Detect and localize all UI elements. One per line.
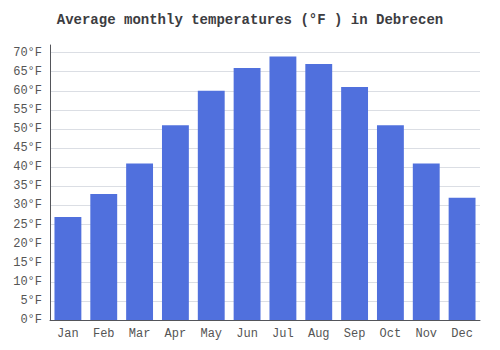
svg-text:40°F: 40°F bbox=[13, 160, 42, 174]
svg-text:0°F: 0°F bbox=[20, 313, 42, 327]
svg-text:Jan: Jan bbox=[57, 327, 79, 341]
svg-text:Apr: Apr bbox=[165, 327, 187, 341]
svg-text:Aug: Aug bbox=[308, 327, 330, 341]
svg-text:25°F: 25°F bbox=[13, 218, 42, 232]
svg-text:15°F: 15°F bbox=[13, 256, 42, 270]
svg-text:5°F: 5°F bbox=[20, 294, 42, 308]
svg-text:Average monthly temperatures (: Average monthly temperatures (°F ) in De… bbox=[57, 12, 443, 28]
svg-text:Feb: Feb bbox=[93, 327, 115, 341]
svg-text:20°F: 20°F bbox=[13, 237, 42, 251]
svg-text:Oct: Oct bbox=[380, 327, 402, 341]
svg-text:35°F: 35°F bbox=[13, 179, 42, 193]
svg-text:30°F: 30°F bbox=[13, 198, 42, 212]
svg-text:Nov: Nov bbox=[415, 327, 437, 341]
svg-text:Dec: Dec bbox=[451, 327, 473, 341]
svg-text:Mar: Mar bbox=[129, 327, 151, 341]
svg-text:45°F: 45°F bbox=[13, 141, 42, 155]
svg-text:May: May bbox=[200, 327, 222, 341]
svg-text:Jul: Jul bbox=[272, 327, 294, 341]
svg-text:55°F: 55°F bbox=[13, 103, 42, 117]
svg-text:50°F: 50°F bbox=[13, 122, 42, 136]
svg-text:70°F: 70°F bbox=[13, 46, 42, 60]
svg-text:65°F: 65°F bbox=[13, 65, 42, 79]
svg-text:60°F: 60°F bbox=[13, 84, 42, 98]
svg-text:10°F: 10°F bbox=[13, 275, 42, 289]
svg-text:Jun: Jun bbox=[236, 327, 258, 341]
svg-text:Sep: Sep bbox=[344, 327, 366, 341]
